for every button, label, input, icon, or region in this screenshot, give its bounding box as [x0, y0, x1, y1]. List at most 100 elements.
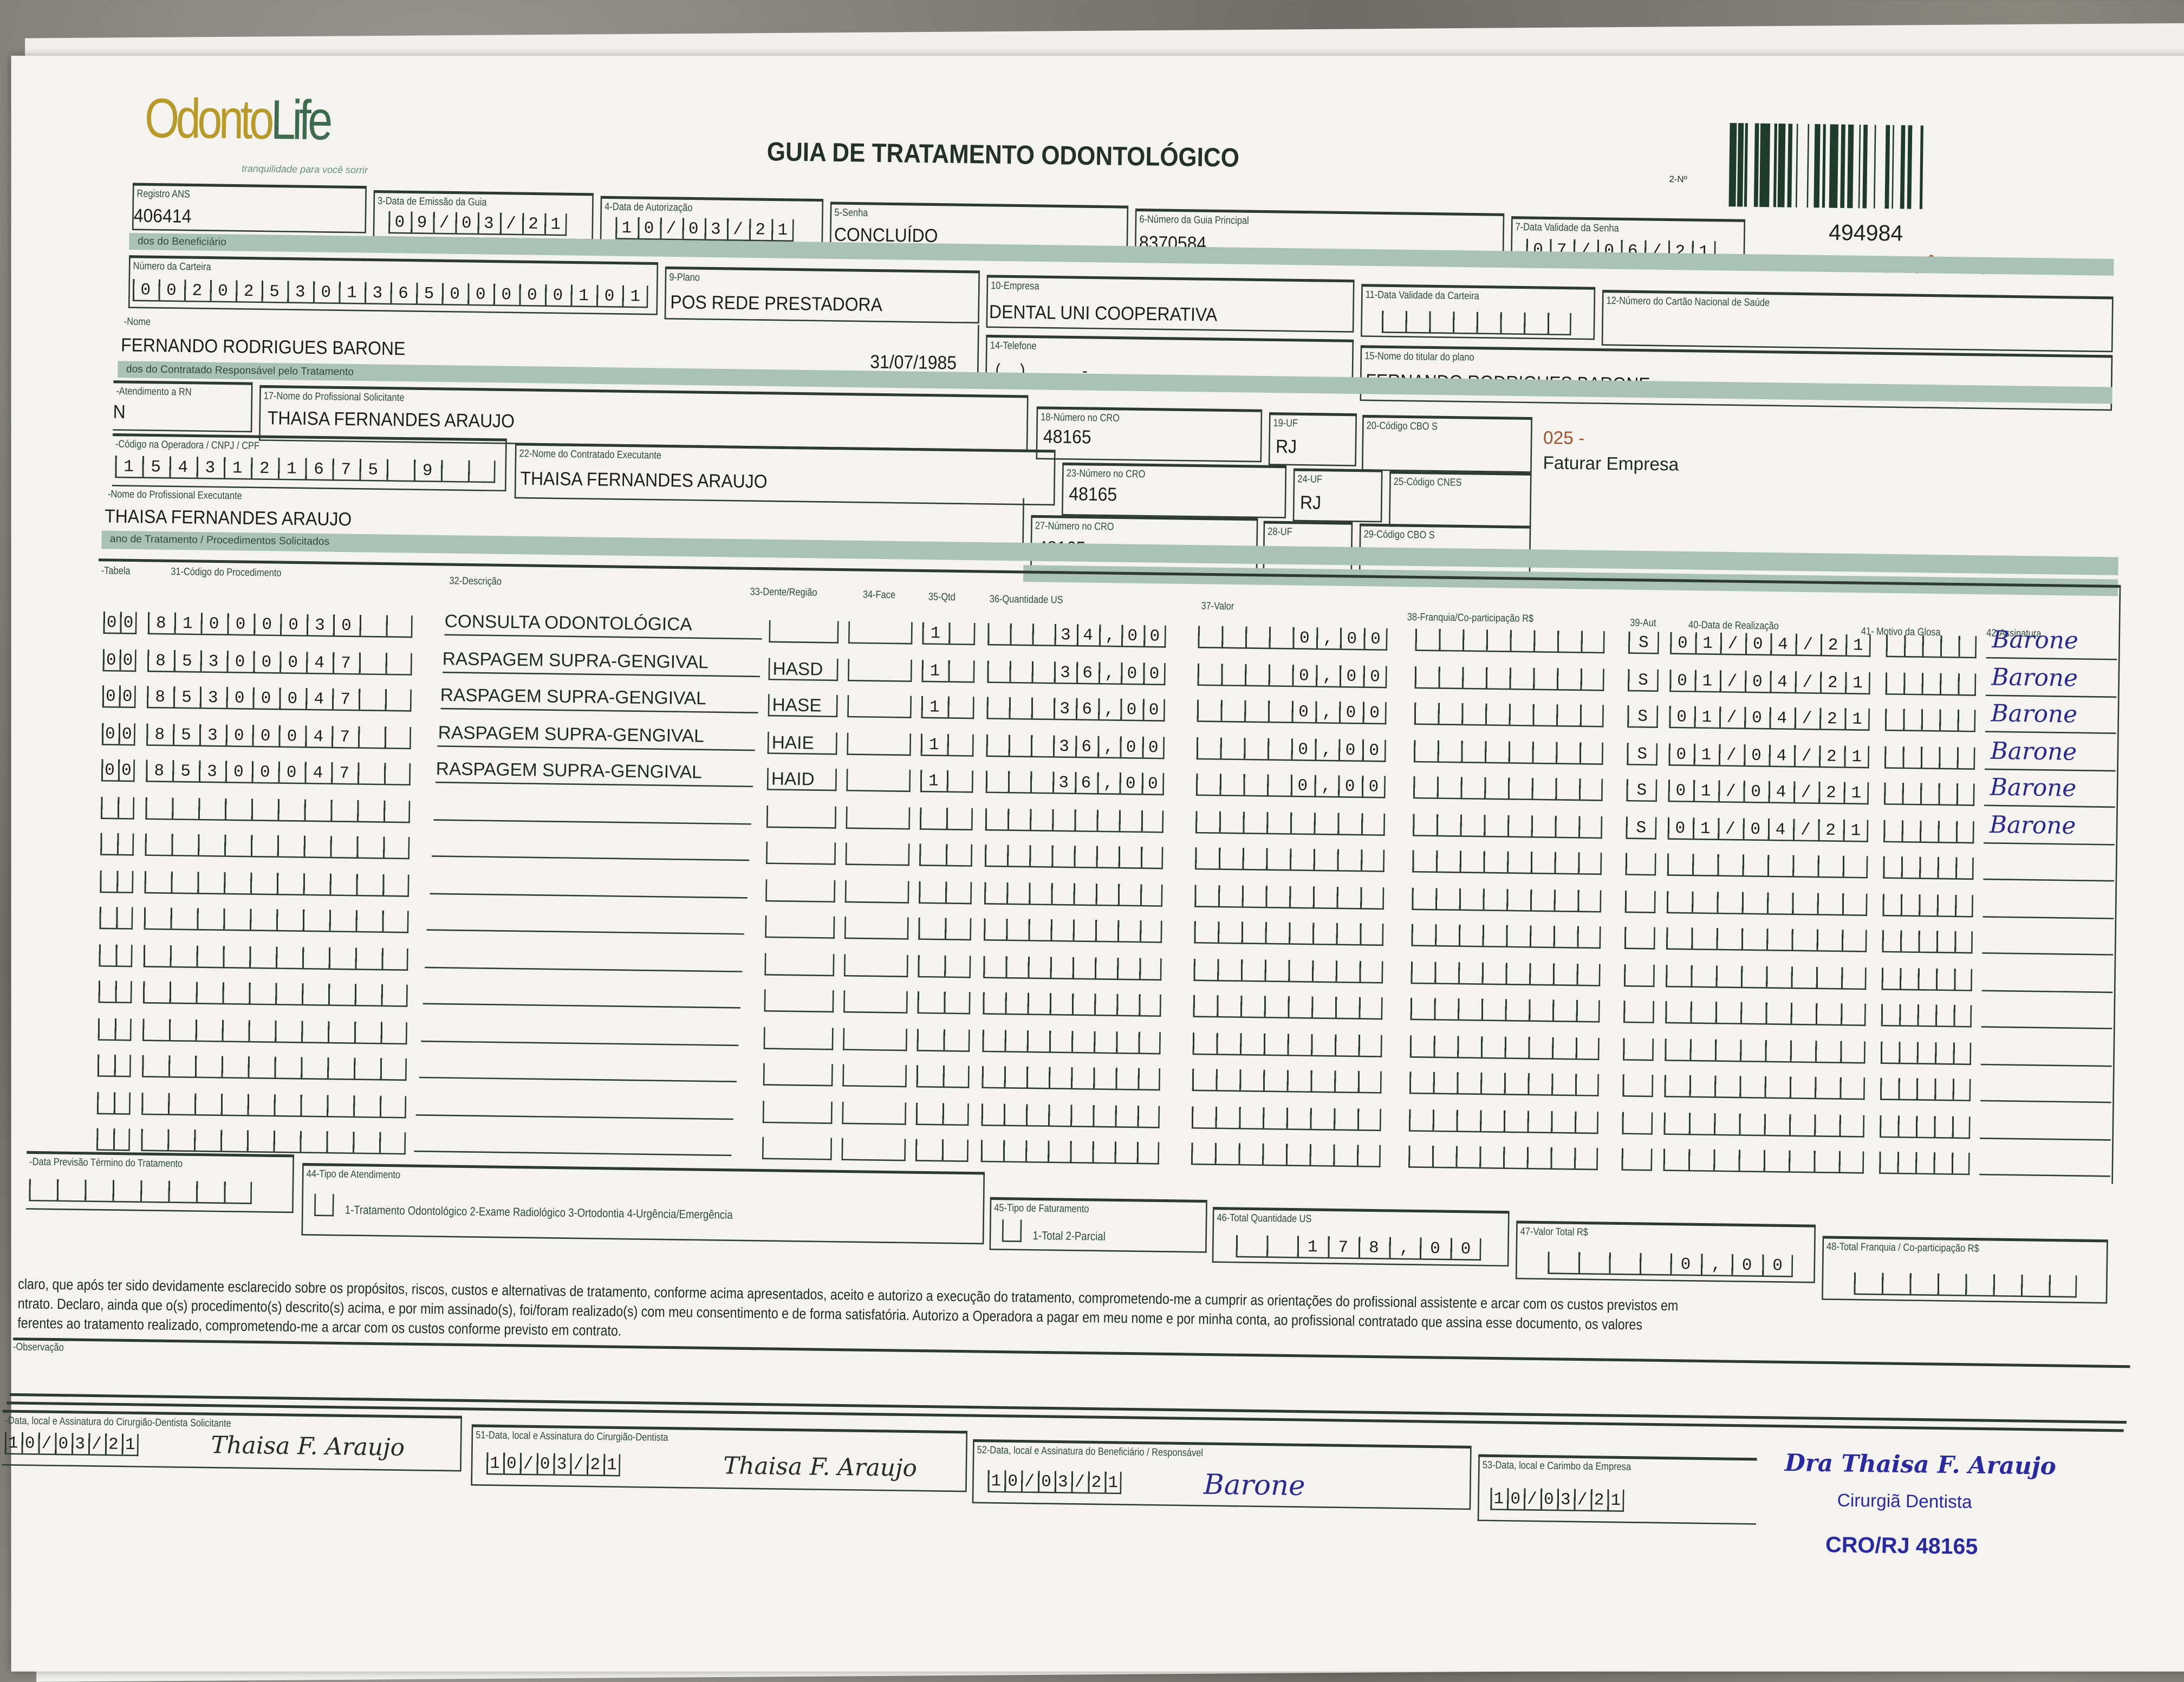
cell-descricao[interactable]: RASPAGEM SUPRA-GENGIVAL	[435, 758, 754, 788]
cell-data[interactable]: 01/04/21	[1669, 706, 1877, 731]
cell-descricao[interactable]	[414, 1127, 732, 1157]
cell-aut[interactable]	[1624, 926, 1655, 950]
cell-qus[interactable]	[980, 1140, 1160, 1165]
cell-codigo[interactable]	[142, 1018, 407, 1044]
cell-codigo[interactable]: 85300047	[146, 759, 411, 786]
field-value[interactable]: THAISA FERNANDES ARAUJO	[267, 407, 515, 432]
cell-qtd[interactable]: 1	[920, 733, 974, 756]
field-value[interactable]: THAISA FERNANDES ARAUJO	[520, 467, 768, 492]
cell-valor[interactable]	[1192, 1031, 1382, 1057]
cell-assinatura[interactable]: Barone	[1984, 774, 2116, 808]
cell-tabela[interactable]: 00	[103, 611, 140, 634]
cell-glosa[interactable]	[1883, 856, 1974, 880]
cell-aut[interactable]	[1625, 853, 1656, 876]
cell-qtd[interactable]	[918, 954, 971, 978]
cell-valor[interactable]: 0,00	[1197, 663, 1394, 688]
cell-assinatura[interactable]	[1980, 1113, 2111, 1140]
field-value[interactable]: FERNANDO RODRIGUES BARONE	[120, 334, 406, 359]
cell-dente[interactable]: HAIE	[767, 731, 837, 755]
cell-data[interactable]	[1663, 1148, 1864, 1174]
cell-dente[interactable]: HASE	[768, 694, 838, 718]
cell-qus[interactable]: 36,00	[987, 660, 1172, 685]
cell-valor[interactable]	[1194, 884, 1384, 909]
cell-qtd[interactable]	[917, 991, 971, 1015]
cell-descricao[interactable]	[420, 1016, 739, 1045]
cell-valor[interactable]	[1194, 921, 1384, 946]
card-number-cells[interactable]: 00202530136500000101	[132, 278, 656, 308]
cell-codigo[interactable]	[143, 944, 408, 970]
field-value[interactable]: 48165	[1043, 426, 1091, 448]
cell-glosa[interactable]	[1880, 1041, 1972, 1064]
cell-dente[interactable]: HASD	[768, 657, 838, 680]
cell-codigo[interactable]	[141, 1128, 406, 1155]
cell-valor[interactable]	[1191, 1106, 1381, 1131]
cell-codigo[interactable]: 85300047	[146, 686, 412, 712]
cell-codigo[interactable]	[142, 981, 408, 1007]
cell-qus[interactable]	[981, 1103, 1160, 1128]
cell-qus[interactable]	[983, 918, 1162, 943]
cell-qtd[interactable]	[915, 1139, 969, 1162]
cell-assinatura[interactable]	[1982, 892, 2114, 919]
cell-assinatura[interactable]	[1981, 965, 2113, 992]
cell-dente[interactable]	[763, 1026, 834, 1050]
cell-assinatura[interactable]: Barone	[1985, 664, 2117, 697]
cell-tabela[interactable]	[99, 944, 133, 967]
cell-face[interactable]	[842, 1101, 907, 1125]
cell-aut[interactable]	[1621, 1148, 1653, 1171]
cell-aut[interactable]: S	[1627, 742, 1668, 765]
cell-glosa[interactable]	[1881, 1004, 1972, 1028]
field-value[interactable]: THAISA FERNANDES ARAUJO	[105, 505, 352, 530]
cell-glosa[interactable]	[1883, 782, 1975, 806]
cell-valor[interactable]	[1195, 810, 1386, 835]
cell-franquia[interactable]	[1413, 776, 1603, 801]
cell-assinatura[interactable]: Barone	[1984, 737, 2116, 771]
cell-tabela[interactable]	[96, 1128, 131, 1151]
cell-aut[interactable]: S	[1627, 668, 1669, 691]
money-cells[interactable]	[1854, 1272, 2077, 1298]
cell-valor[interactable]	[1193, 995, 1383, 1020]
cell-qtd[interactable]	[915, 1102, 969, 1125]
cell-franquia[interactable]	[1410, 997, 1600, 1023]
cell-tabela[interactable]: 00	[102, 685, 139, 709]
cell-face[interactable]	[847, 732, 912, 755]
cell-assinatura[interactable]	[1982, 928, 2114, 956]
cell-data[interactable]	[1666, 927, 1867, 952]
cell-codigo[interactable]: 85300047	[146, 723, 412, 749]
cell-tabela[interactable]	[100, 833, 134, 856]
cell-dente[interactable]	[764, 952, 835, 976]
cell-franquia[interactable]	[1413, 813, 1603, 838]
cell-qus[interactable]	[984, 845, 1164, 869]
cell-data[interactable]: 01/04/21	[1668, 743, 1877, 768]
cell-valor[interactable]	[1193, 958, 1383, 983]
cell-dente[interactable]: HAID	[766, 768, 837, 791]
cell-descricao[interactable]	[425, 942, 743, 972]
cell-glosa[interactable]	[1884, 745, 1975, 769]
cell-dente[interactable]	[763, 1063, 833, 1087]
cell-valor[interactable]	[1191, 1142, 1381, 1167]
cell-tabela[interactable]	[97, 1054, 131, 1077]
cell-qus[interactable]: 34,00	[987, 623, 1172, 648]
cell-glosa[interactable]	[1885, 672, 1977, 696]
cell-glosa[interactable]	[1882, 930, 1973, 954]
cell-data[interactable]	[1667, 853, 1868, 879]
cell-dente[interactable]	[762, 1137, 833, 1160]
cell-tabela[interactable]	[100, 796, 135, 819]
cell-codigo[interactable]: 85300047	[147, 649, 412, 675]
cell-face[interactable]	[846, 806, 911, 829]
cell-aut[interactable]	[1622, 1074, 1654, 1097]
cell-dente[interactable]	[766, 841, 836, 865]
cell-data[interactable]	[1665, 964, 1867, 989]
cell-franquia[interactable]	[1414, 702, 1604, 728]
cell-dente[interactable]	[762, 1100, 833, 1124]
tipo-atendimento-input[interactable]	[314, 1193, 334, 1217]
cell-tabela[interactable]: 00	[101, 759, 138, 782]
cell-valor[interactable]	[1192, 1068, 1382, 1094]
cell-qtd[interactable]	[916, 1028, 970, 1051]
cell-franquia[interactable]	[1414, 665, 1604, 691]
cell-tabela[interactable]	[98, 980, 132, 1004]
cell-aut[interactable]	[1624, 889, 1656, 913]
date-cells[interactable]: 10/03/21	[615, 217, 800, 242]
cell-qus[interactable]	[981, 1066, 1161, 1091]
cell-glosa[interactable]	[1879, 1151, 1970, 1176]
cell-aut[interactable]	[1623, 1001, 1655, 1023]
